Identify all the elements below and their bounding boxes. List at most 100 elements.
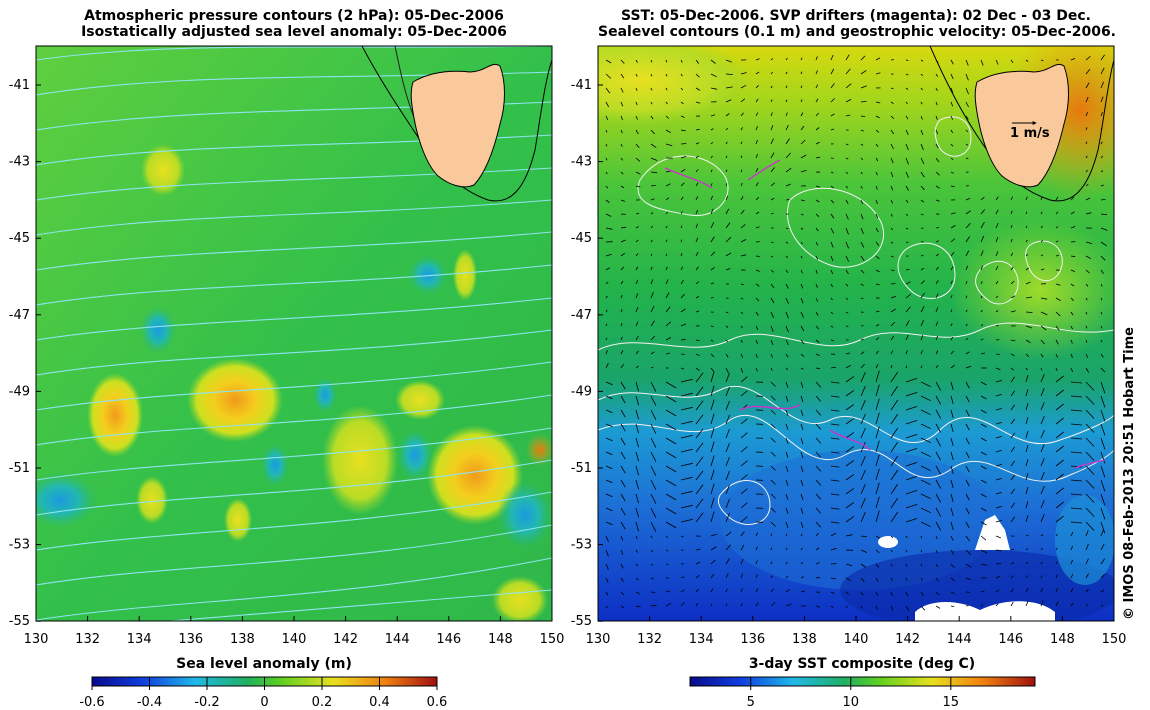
velocity-vector	[860, 241, 865, 248]
velocity-vector	[1100, 141, 1103, 145]
velocity-vector	[710, 251, 716, 257]
velocity-vector	[635, 129, 639, 135]
svp-drifter-tracks	[664, 159, 1106, 469]
right-ytick-label: -47	[571, 308, 592, 323]
velocity-vector	[995, 353, 1001, 355]
colorbar-tick-label: 0	[260, 695, 268, 710]
velocity-vector	[695, 400, 704, 411]
velocity-vector	[755, 311, 759, 316]
velocity-vector	[1055, 459, 1064, 467]
velocity-vector	[605, 227, 613, 230]
velocity-vector	[740, 474, 748, 481]
velocity-vector	[995, 603, 999, 607]
right-y-axis: -41 -43 -45 -47 -49 -51 -53 -55	[571, 78, 603, 629]
left-xtick-label: 136	[178, 632, 203, 647]
velocity-vector	[770, 197, 775, 201]
velocity-vector	[875, 398, 880, 411]
velocity-vector	[710, 142, 714, 145]
velocity-vector	[1025, 311, 1033, 313]
velocity-vector	[830, 128, 835, 131]
velocity-vector	[785, 533, 788, 537]
velocity-vector	[995, 295, 999, 299]
bathymetry-contours-right	[929, 46, 1114, 202]
velocity-vector	[665, 493, 677, 501]
velocity-vector	[680, 602, 685, 607]
colorbar-tick-label: -0.2	[194, 695, 219, 710]
velocity-vector	[1070, 588, 1074, 593]
velocity-vector	[680, 434, 693, 439]
velocity-vector	[1040, 486, 1045, 495]
velocity-vector	[1010, 295, 1016, 299]
velocity-vector	[800, 493, 804, 501]
velocity-vector	[875, 101, 881, 104]
velocity-vector	[1070, 409, 1082, 412]
velocity-vector	[740, 127, 743, 131]
velocity-vector	[665, 590, 671, 593]
velocity-vector	[620, 465, 626, 474]
velocity-vector	[650, 129, 655, 135]
velocity-vector	[695, 59, 700, 64]
velocity-vector	[695, 281, 700, 285]
velocity-vector	[770, 409, 776, 415]
velocity-vector	[995, 535, 1001, 539]
left-xtick-label: 140	[282, 632, 307, 647]
velocity-vector	[830, 54, 834, 61]
velocity-vector	[905, 281, 911, 285]
velocity-vector	[695, 367, 700, 372]
velocity-vector	[680, 253, 683, 257]
velocity-vector	[860, 129, 864, 132]
velocity-vector	[875, 199, 878, 204]
velocity-vector	[740, 196, 744, 201]
velocity-vector	[1100, 367, 1106, 373]
velocity-vector	[1010, 252, 1014, 257]
velocity-vector	[770, 602, 776, 607]
velocity-vector	[815, 521, 822, 528]
velocity-vector	[800, 479, 804, 487]
velocity-vector	[680, 420, 693, 425]
velocity-vector	[695, 548, 701, 551]
velocity-vector	[890, 483, 899, 495]
velocity-vector	[845, 283, 849, 287]
velocity-vector	[920, 334, 924, 341]
right-ytick-label: -43	[571, 155, 592, 170]
velocity-vector	[980, 535, 987, 541]
velocity-vector	[800, 213, 804, 216]
left-x-axis: 130 132 134 136 138 140 142 144 146 148 150	[24, 616, 564, 647]
velocity-vector	[605, 73, 612, 79]
velocity-vector	[605, 605, 608, 609]
velocity-vector	[995, 59, 999, 65]
velocity-vector	[1085, 269, 1090, 274]
velocity-vector	[1070, 196, 1075, 201]
velocity-vector	[965, 101, 969, 108]
velocity-vector	[1085, 395, 1095, 405]
velocity-vector	[905, 213, 909, 216]
velocity-vector	[800, 57, 803, 61]
velocity-vector	[980, 250, 984, 257]
velocity-vector	[875, 337, 880, 341]
velocity-vector	[1055, 297, 1061, 302]
velocity-vector	[1085, 543, 1089, 551]
velocity-vector	[710, 297, 714, 299]
velocity-vector	[800, 409, 804, 417]
velocity-vector	[1010, 601, 1014, 607]
velocity-vector	[755, 602, 759, 607]
velocity-vector	[635, 171, 641, 175]
velocity-vector	[1070, 226, 1076, 229]
velocity-vector	[1025, 402, 1029, 411]
velocity-vector	[1070, 507, 1082, 510]
velocity-vector	[845, 68, 851, 75]
velocity-vector	[605, 281, 609, 285]
velocity-vector	[1070, 574, 1074, 579]
velocity-vector	[1085, 255, 1092, 260]
velocity-vector	[800, 547, 803, 551]
left-xtick-label: 134	[127, 632, 152, 647]
velocity-vector	[905, 434, 918, 439]
velocity-vector	[770, 493, 776, 499]
right-xtick-label: 150	[1102, 632, 1127, 647]
velocity-vector	[1010, 196, 1014, 201]
velocity-vector	[1025, 444, 1029, 453]
colorbar-tick-label: -0.6	[79, 695, 104, 710]
velocity-vector	[635, 493, 639, 504]
velocity-vector	[830, 451, 840, 454]
velocity-vector	[785, 423, 789, 430]
